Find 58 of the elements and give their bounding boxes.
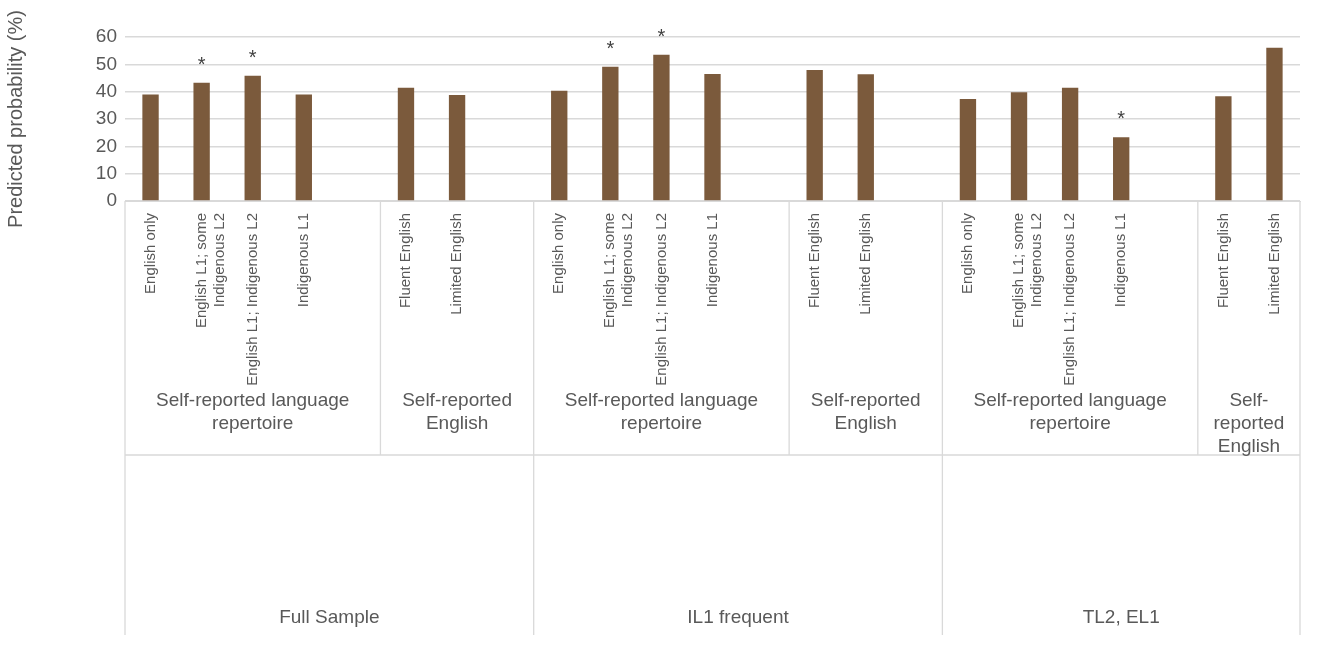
x-tick-label: English only — [958, 212, 976, 294]
bar — [142, 94, 159, 201]
x-tick-label: Indigenous L1 — [1111, 213, 1129, 308]
bar — [653, 54, 670, 201]
x-tick-label: Fluent English — [396, 213, 414, 309]
bar — [193, 82, 210, 201]
bar — [857, 74, 874, 201]
text: Self-reported English — [402, 388, 512, 433]
x-tick-label: Limited English — [855, 213, 873, 315]
data-label: * — [248, 45, 257, 68]
y-tick-label: 10 — [95, 161, 117, 183]
data-label: * — [197, 52, 206, 75]
bar — [1266, 47, 1283, 201]
bar — [1061, 87, 1079, 201]
x-tick-label: Limited English — [447, 213, 465, 315]
x-tick-label: English L1; some Indigenous L2 — [191, 213, 227, 329]
y-tick-label: 0 — [106, 189, 117, 211]
x-tick-label: English L1; some Indigenous L2 — [600, 213, 636, 329]
text: Self-reported language repertoire — [564, 388, 759, 433]
bar — [397, 87, 415, 201]
bar — [1215, 96, 1232, 201]
bar — [551, 90, 568, 201]
x-tick-label: English only — [140, 212, 158, 294]
y-tick-label: 60 — [95, 25, 117, 47]
x-tick-label: English L1; Indigenous L2 — [651, 213, 669, 386]
bar — [448, 94, 466, 201]
data-label: * — [606, 36, 615, 59]
data-label: * — [657, 24, 666, 47]
y-tick-label: 30 — [95, 107, 117, 129]
x-tick-label: Fluent English — [804, 213, 822, 309]
y-tick-label: 40 — [95, 79, 117, 101]
x-tick-label: Limited English — [1264, 213, 1282, 315]
text: Self-reported language repertoire — [156, 388, 350, 433]
text: Self-reported English — [810, 388, 921, 433]
y-tick-label: 50 — [95, 52, 117, 74]
bar — [244, 75, 261, 201]
bar — [1010, 92, 1028, 201]
text: Full Sample — [279, 605, 380, 627]
x-tick-label: Indigenous L1 — [293, 213, 311, 308]
x-tick-label: English L1; some Indigenous L2 — [1009, 213, 1045, 329]
bar — [704, 73, 721, 201]
bar — [806, 70, 823, 201]
bar — [295, 94, 312, 201]
x-tick-label: English only — [549, 212, 567, 294]
text: IL1 frequent — [687, 605, 790, 627]
y-tick-label: 20 — [95, 134, 117, 156]
bar — [1113, 137, 1130, 201]
y-axis-title: Predicted probability (%) — [3, 10, 26, 228]
data-label: * — [1117, 107, 1126, 130]
text: Self-reported language repertoire — [973, 388, 1167, 433]
x-tick-label: Indigenous L1 — [702, 213, 720, 308]
text: Self-reported English — [1213, 388, 1285, 456]
x-tick-label: English L1; Indigenous L2 — [1060, 213, 1078, 386]
bar — [959, 99, 977, 201]
x-tick-label: English L1; Indigenous L2 — [242, 213, 260, 386]
text: TL2, EL1 — [1082, 605, 1160, 627]
bar — [602, 66, 619, 201]
x-tick-label: Fluent English — [1213, 213, 1231, 309]
